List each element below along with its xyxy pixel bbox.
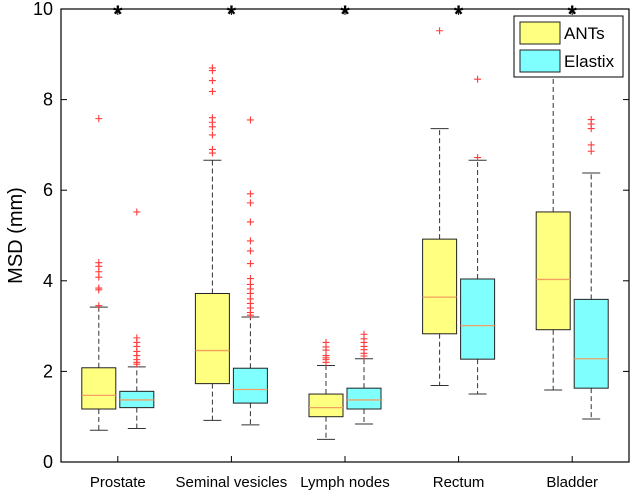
outlier-elastix-bladder-4 [587, 147, 595, 155]
box-elastix-rectum [460, 278, 496, 360]
outlier-elastix-rectum-1 [474, 154, 482, 162]
outlier-elastix-seminal-vesicles-1 [246, 190, 254, 198]
box-ants-prostate [81, 367, 117, 410]
outlier-ants-prostate-0 [95, 115, 103, 123]
significance-marker-bladder: * [568, 1, 578, 28]
significance-markers: * * * * * [113, 1, 577, 28]
boxes-layer [81, 27, 609, 440]
legend-label-elastix: Elastix [564, 52, 615, 71]
outlier-elastix-seminal-vesicles-2 [246, 199, 254, 207]
outlier-ants-seminal-vesicles-1 [208, 67, 216, 75]
outlier-elastix-bladder-3 [587, 141, 595, 149]
y-tick-label-0: 0 [43, 452, 53, 472]
outlier-ants-lymph-nodes-6 [322, 358, 330, 366]
box-ants-seminal-vesicles [194, 292, 230, 385]
outlier-ants-seminal-vesicles-6 [208, 123, 216, 131]
outlier-ants-prostate-7 [95, 302, 103, 310]
y-tick-label-2: 2 [43, 361, 53, 381]
outlier-ants-seminal-vesicles-3 [208, 87, 216, 95]
x-tick-label-seminal-vesicles: Seminal vesicles [176, 474, 288, 491]
x-tick-label-prostate: Prostate [90, 474, 146, 491]
outlier-elastix-seminal-vesicles-15 [246, 311, 254, 319]
significance-marker-prostate: * [113, 1, 123, 28]
legend-swatch-ants [519, 21, 561, 45]
outlier-ants-seminal-vesicles-9 [208, 149, 216, 157]
outlier-elastix-seminal-vesicles-5 [246, 247, 254, 255]
outlier-elastix-seminal-vesicles-0 [246, 116, 254, 124]
outlier-elastix-rectum-0 [474, 75, 482, 83]
outlier-ants-rectum-0 [436, 27, 444, 35]
outlier-ants-seminal-vesicles-2 [208, 77, 216, 85]
significance-marker-lymph-nodes: * [340, 1, 350, 28]
y-tick-label-4: 4 [43, 271, 53, 291]
box-ants-rectum [422, 238, 458, 335]
y-tick-label-6: 6 [43, 180, 53, 200]
y-tick-label-10: 10 [33, 0, 53, 19]
x-tick-label-rectum: Rectum [433, 474, 485, 491]
box-elastix-seminal-vesicles [232, 367, 268, 404]
y-axis-ticks: 0 2 4 6 8 10 [33, 0, 629, 472]
box-ants-lymph-nodes [308, 393, 344, 418]
y-tick-label-8: 8 [43, 90, 53, 110]
outlier-elastix-seminal-vesicles-3 [246, 218, 254, 226]
outlier-elastix-lymph-nodes-6 [360, 352, 368, 360]
x-tick-label-bladder: Bladder [546, 474, 598, 491]
box-elastix-lymph-nodes [346, 387, 382, 410]
significance-marker-seminal-vesicles: * [227, 1, 237, 28]
legend-label-ants: ANTs [564, 24, 605, 43]
outlier-ants-seminal-vesicles-7 [208, 131, 216, 139]
outlier-elastix-prostate-0 [133, 208, 141, 216]
significance-marker-rectum: * [454, 1, 464, 28]
outlier-elastix-seminal-vesicles-6 [246, 260, 254, 268]
y-axis-title: MSD (mm) [5, 187, 27, 284]
legend: ANTs Elastix [513, 15, 624, 78]
outlier-elastix-prostate-8 [133, 360, 141, 368]
x-tick-label-lymph-nodes: Lymph nodes [300, 474, 390, 491]
outlier-ants-prostate-4 [95, 273, 103, 281]
box-elastix-bladder [573, 298, 609, 389]
outlier-elastix-bladder-2 [587, 125, 595, 133]
legend-swatch-elastix [519, 49, 561, 73]
x-axis-ticks: Prostate Seminal vesicles Lymph nodes Rectu… [90, 9, 598, 491]
box-ants-bladder [535, 211, 571, 331]
outlier-ants-prostate-6 [95, 286, 103, 294]
outlier-elastix-seminal-vesicles-7 [246, 275, 254, 283]
outlier-elastix-seminal-vesicles-4 [246, 237, 254, 245]
